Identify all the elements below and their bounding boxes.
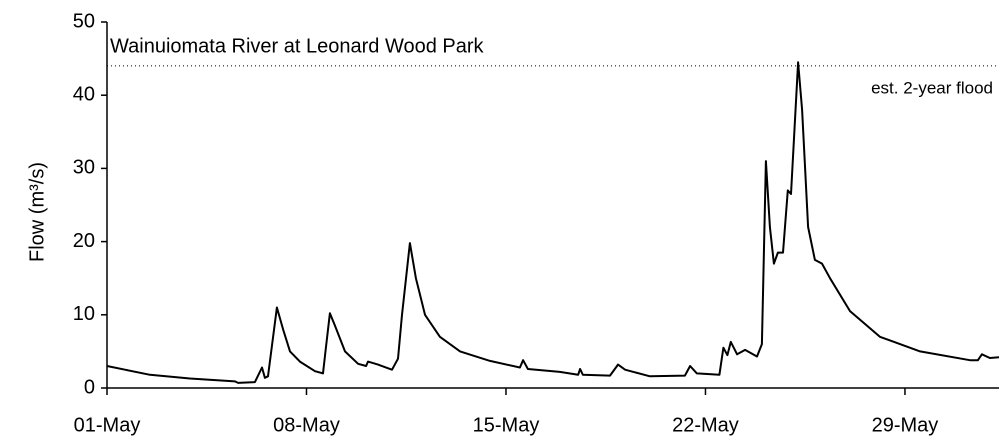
- y-tick-label: 10: [73, 303, 95, 325]
- x-tick-label: 01-May: [74, 414, 141, 436]
- y-axis-label: Flow (m³/s): [26, 162, 48, 262]
- y-tick-label: 40: [73, 83, 95, 105]
- x-tick-label: 22-May: [672, 414, 739, 436]
- x-tick-label: 15-May: [473, 414, 540, 436]
- y-tick-label: 20: [73, 230, 95, 252]
- y-tick-label: 50: [73, 10, 95, 32]
- y-tick-label: 30: [73, 157, 95, 179]
- chart-title: Wainuiomata River at Leonard Wood Park: [110, 35, 485, 57]
- x-tick-label: 29-May: [872, 414, 939, 436]
- threshold-label: est. 2-year flood: [871, 78, 993, 97]
- flow-line: [106, 61, 1000, 384]
- y-tick-label: 0: [84, 376, 95, 398]
- x-tick-label: 08-May: [273, 414, 340, 436]
